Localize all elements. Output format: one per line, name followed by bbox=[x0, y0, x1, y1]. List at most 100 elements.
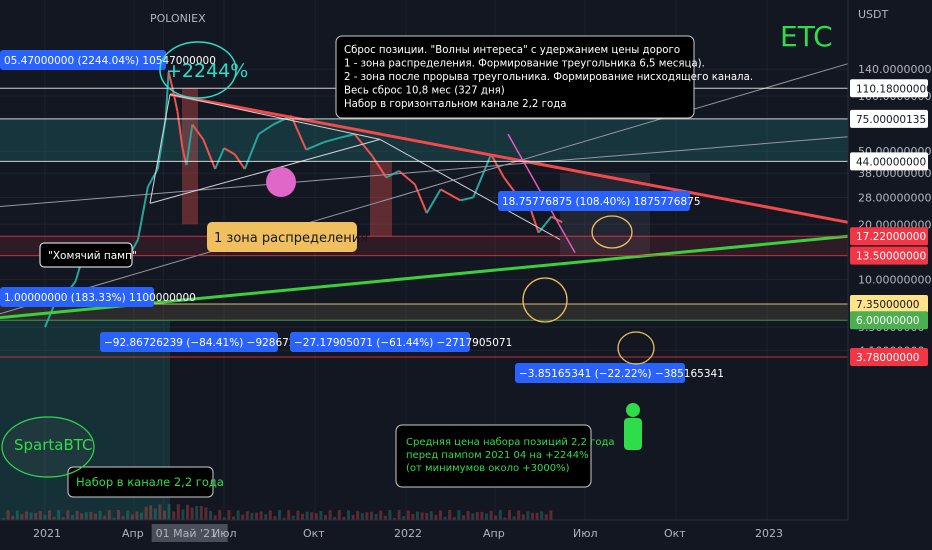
channel-box bbox=[67, 466, 214, 498]
volume-bar bbox=[314, 513, 318, 520]
price-segment bbox=[537, 216, 553, 234]
price-segment bbox=[136, 186, 149, 240]
volume-bar bbox=[264, 514, 268, 520]
x-tick-label: Окт bbox=[303, 527, 325, 540]
price-level-tag bbox=[850, 152, 928, 171]
volume-bar bbox=[498, 510, 502, 520]
volume-bar bbox=[80, 513, 84, 520]
price-level-tag bbox=[850, 295, 928, 314]
volume-bar bbox=[351, 514, 355, 520]
measure-label: 18.75776875 (108.40%) 1875776875 bbox=[502, 196, 701, 208]
volume-bar bbox=[43, 514, 47, 520]
volume-bar bbox=[319, 511, 323, 520]
volume-bar bbox=[475, 512, 479, 520]
volume-bar bbox=[356, 511, 360, 520]
volume-bar bbox=[535, 512, 539, 520]
price-axis[interactable]: USDT140.00000000100.0000000050.000000003… bbox=[847, 0, 932, 550]
volume-bar bbox=[232, 516, 235, 520]
volume-bar bbox=[121, 516, 125, 520]
note-line: 1 - зона распределения. Формирование тре… bbox=[344, 59, 705, 70]
note-line: Набор в горизонтальном канале 2,2 года bbox=[344, 99, 567, 110]
volume-bar bbox=[268, 510, 272, 520]
price-segment bbox=[425, 188, 442, 214]
volume-bar bbox=[57, 510, 61, 520]
y-tick-label: 10.00000000 bbox=[858, 274, 931, 287]
price-segment bbox=[223, 147, 236, 156]
volume-bar bbox=[209, 510, 212, 520]
volume-bar bbox=[25, 511, 28, 520]
volume-bar bbox=[457, 510, 461, 520]
volume-bar bbox=[517, 510, 521, 520]
volume-bar bbox=[250, 512, 254, 520]
volume-bar bbox=[140, 512, 143, 520]
volume-bar bbox=[107, 510, 111, 520]
hamster-label: "Хомячий памп" bbox=[48, 250, 137, 262]
volume-bar bbox=[98, 510, 102, 520]
measure-tag bbox=[0, 50, 166, 70]
volume-bar bbox=[190, 507, 194, 520]
annotations: 05.47000000 (2244.04%) 105470000001.0000… bbox=[0, 12, 833, 498]
avg-line: (от минимумов около +3000%) bbox=[406, 463, 570, 474]
trend-lines bbox=[0, 63, 849, 358]
volume-bar bbox=[425, 512, 429, 520]
price-segment bbox=[290, 115, 308, 151]
volume-bar bbox=[52, 516, 56, 520]
volume-bar bbox=[503, 517, 507, 520]
cat-icon bbox=[266, 167, 296, 197]
y-tick-label: 140.00000000 bbox=[858, 63, 932, 76]
target-circle bbox=[591, 215, 633, 249]
volume-bar bbox=[544, 514, 548, 520]
x-tick-label: 01 Май '21 bbox=[156, 527, 217, 540]
volume-bar bbox=[2, 518, 5, 520]
price-segment bbox=[305, 141, 325, 151]
volume-bar bbox=[452, 517, 456, 520]
note-box bbox=[335, 35, 695, 119]
volume-bar bbox=[282, 517, 286, 520]
volume-bar bbox=[144, 506, 148, 520]
volume-bar bbox=[480, 511, 484, 520]
pump-label: +2244% bbox=[166, 60, 248, 82]
note-line: Весь сброс 10,8 мес (327 дня) bbox=[344, 86, 505, 97]
red-bar-zone bbox=[370, 161, 392, 237]
volume-bar bbox=[379, 510, 383, 520]
price-level-label: 3.78000000 bbox=[856, 352, 919, 364]
volume-bar bbox=[540, 511, 544, 520]
volume-bar bbox=[383, 515, 387, 520]
price-segment bbox=[185, 124, 194, 166]
volume-bar bbox=[20, 514, 24, 520]
volume-bar bbox=[176, 504, 180, 520]
avg-box bbox=[395, 424, 592, 488]
avg-line: перед пампом 2021 04 на +2244% bbox=[406, 450, 589, 461]
volume-bar bbox=[406, 510, 410, 520]
volume-bar bbox=[135, 511, 139, 520]
volume-bar bbox=[15, 510, 19, 520]
volume-bar bbox=[374, 513, 378, 520]
channel-label: Набор в канале 2,2 года bbox=[76, 475, 224, 489]
volume-bar bbox=[186, 504, 189, 520]
volume-bar bbox=[117, 510, 120, 520]
volume-bar bbox=[420, 512, 424, 520]
volume-bar bbox=[549, 510, 553, 520]
volume-bar bbox=[149, 505, 153, 520]
price-segment bbox=[440, 188, 461, 202]
price-level-tag bbox=[850, 109, 928, 128]
volume-bar bbox=[245, 511, 249, 520]
price-level-label: 75.00000135 bbox=[856, 114, 926, 126]
measure-tag bbox=[100, 332, 278, 352]
volume-bar bbox=[485, 513, 488, 520]
price-level-tag bbox=[850, 348, 928, 367]
volume-bar bbox=[103, 515, 107, 520]
volume-bar bbox=[328, 510, 332, 520]
volume-bar bbox=[494, 515, 498, 520]
x-tick-label: Апр bbox=[483, 527, 505, 540]
volume-bar bbox=[75, 510, 79, 520]
price-segment bbox=[202, 139, 217, 170]
x-tick-label: 2023 bbox=[755, 527, 783, 540]
target-circle bbox=[617, 331, 655, 365]
price-segment bbox=[413, 183, 428, 214]
measure-label: −3.85165341 (−22.22%) −385165341 bbox=[519, 368, 724, 380]
volume-bar bbox=[259, 511, 263, 520]
volume-bar bbox=[218, 510, 222, 520]
